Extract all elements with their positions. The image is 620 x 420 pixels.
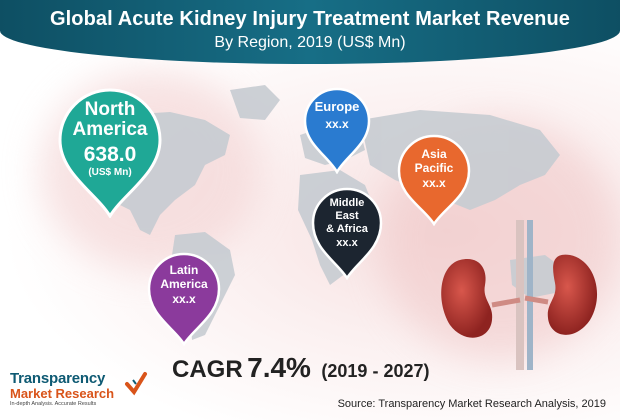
logo-tagline: In-depth Analysis. Accurate Results: [10, 401, 97, 407]
asia-pacific-value: xx.x: [422, 176, 446, 190]
title-banner: Global Acute Kidney Injury Treatment Mar…: [0, 0, 620, 64]
page-title: Global Acute Kidney Injury Treatment Mar…: [49, 8, 571, 30]
europe-label: Europe: [314, 99, 360, 114]
cagr-callout: CAGR 7.4% (2019 - 2027): [172, 352, 429, 384]
map-pin-icon: [58, 88, 162, 218]
mea-value: xx.x: [336, 237, 358, 249]
mea-label-1: Middle: [329, 197, 365, 209]
cagr-label: CAGR: [172, 356, 243, 383]
mea-label-2: East: [335, 210, 359, 222]
mea-label-3: & Africa: [326, 223, 368, 235]
north-america-unit: (US$ Mn): [88, 167, 132, 178]
pin-middle-east-africa: Middle East & Africa xx.x: [310, 186, 384, 280]
map-pin-icon: [147, 252, 221, 346]
check-icon: [125, 372, 147, 396]
source-note: Source: Transparency Market Research Ana…: [337, 398, 606, 410]
cagr-value: 7.4%: [247, 352, 311, 383]
page-subtitle: By Region, 2019 (US$ Mn): [214, 34, 406, 51]
pin-asia-pacific: Asia Pacific xx.x: [396, 134, 472, 226]
asia-pacific-label-2: Pacific: [414, 161, 454, 175]
north-america-label-1: North: [84, 99, 136, 120]
latin-america-label-1: Latin: [169, 263, 199, 277]
logo-line2: Market Research: [10, 386, 115, 401]
logo-line1: Transparency: [10, 370, 106, 387]
map-pin-icon: [397, 134, 471, 226]
kidney-illustration: [441, 220, 598, 370]
pin-north-america: North America 638.0 (US$ Mn): [56, 88, 164, 218]
company-logo: Transparency Market Research In-depth An…: [10, 370, 150, 410]
map-pin-icon: [311, 187, 383, 280]
north-america-label-2: America: [72, 119, 148, 140]
pin-latin-america: Latin America xx.x: [146, 252, 222, 346]
pin-europe: Europe xx.x: [302, 86, 372, 174]
cagr-period: (2019 - 2027): [321, 361, 430, 381]
map-pin-icon: [303, 87, 371, 174]
latin-america-label-2: America: [160, 277, 208, 291]
europe-value: xx.x: [325, 117, 349, 131]
asia-pacific-label-1: Asia: [421, 147, 447, 161]
north-america-value: 638.0: [83, 143, 137, 166]
map-greenland: [230, 85, 280, 120]
latin-america-value: xx.x: [172, 292, 196, 306]
